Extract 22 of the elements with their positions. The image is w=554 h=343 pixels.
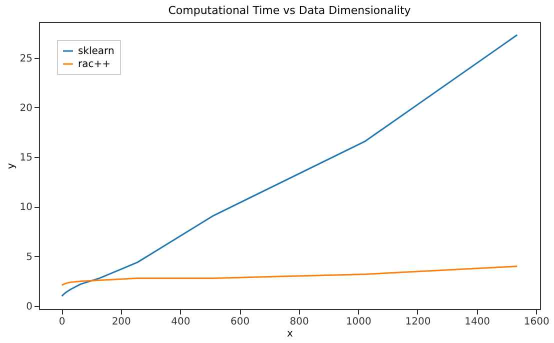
chart-title: Computational Time vs Data Dimensionality xyxy=(168,4,412,17)
y-tick-label: 15 xyxy=(20,152,32,164)
x-tick-label: 600 xyxy=(230,316,250,328)
x-axis-title: x xyxy=(287,328,294,340)
y-tick-label: 10 xyxy=(20,202,32,214)
x-tick-label: 0 xyxy=(58,316,66,328)
x-tick-label: 800 xyxy=(290,316,309,328)
line-series xyxy=(61,266,518,286)
y-tick-label: 5 xyxy=(26,252,32,263)
y-tick-label: 0 xyxy=(26,302,32,313)
line-series xyxy=(61,34,518,297)
x-tick-label: 1000 xyxy=(346,316,372,328)
x-tick-label: 1600 xyxy=(524,316,550,328)
x-tick-label: 1400 xyxy=(464,316,490,328)
x-tick-label: 400 xyxy=(171,316,190,328)
legend-label: rac++ xyxy=(78,59,110,70)
y-axis-title: y xyxy=(6,162,17,169)
x-tick-label: 200 xyxy=(112,316,131,328)
legend-label: sklearn xyxy=(78,46,114,57)
y-tick-label: 25 xyxy=(20,53,32,64)
x-tick-label: 1200 xyxy=(405,316,431,328)
y-tick-label: 20 xyxy=(20,102,32,114)
